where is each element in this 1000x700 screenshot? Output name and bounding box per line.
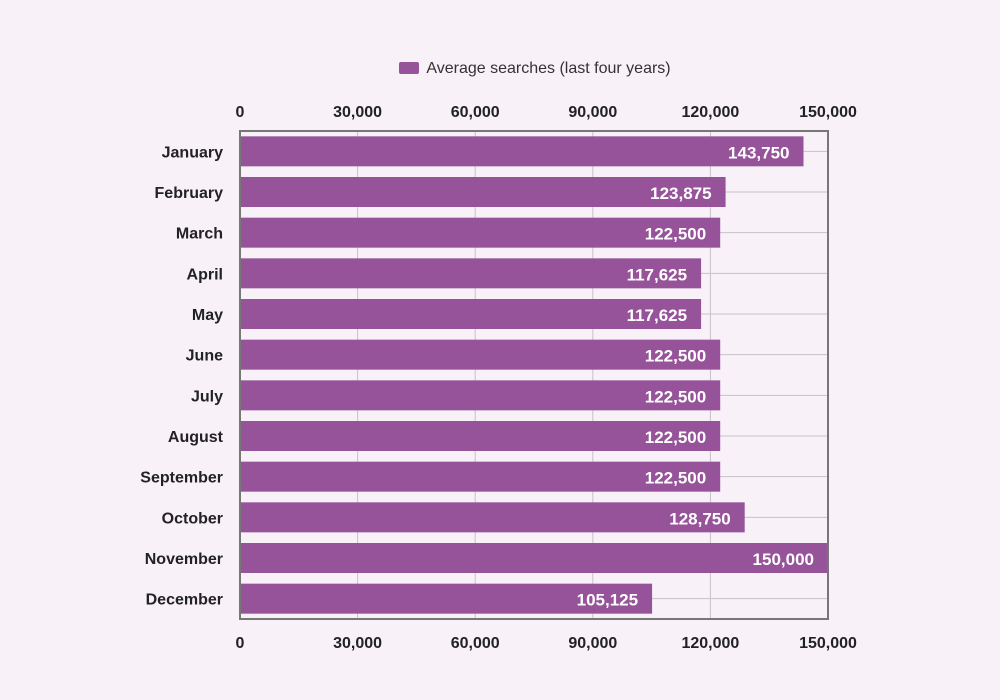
y-tick-label: March — [176, 226, 223, 243]
bar-october — [240, 502, 745, 533]
x-tick-label-top: 120,000 — [681, 104, 739, 121]
data-label: 117,625 — [627, 306, 688, 325]
y-tick-label: October — [162, 510, 223, 527]
x-tick-label-bottom: 120,000 — [681, 635, 739, 652]
x-tick-label-bottom: 30,000 — [333, 635, 382, 652]
data-label: 122,500 — [645, 225, 706, 244]
y-tick-label: April — [187, 266, 223, 283]
y-tick-label: June — [186, 348, 223, 365]
data-label: 122,500 — [645, 428, 706, 447]
y-tick-label: May — [192, 307, 223, 324]
bar-december — [240, 583, 653, 614]
y-tick-label: February — [155, 185, 224, 202]
x-tick-label-bottom: 0 — [236, 635, 245, 652]
x-tick-label-top: 60,000 — [451, 104, 500, 121]
data-label: 150,000 — [753, 550, 814, 569]
x-tick-label-top: 30,000 — [333, 104, 382, 121]
data-label: 123,875 — [650, 184, 711, 203]
y-tick-label: January — [162, 144, 223, 161]
x-tick-label-bottom: 90,000 — [568, 635, 617, 652]
bar-july — [240, 380, 721, 411]
bar-january — [240, 136, 804, 167]
bar-may — [240, 299, 702, 329]
bar-november — [240, 543, 828, 573]
x-tick-label-bottom: 60,000 — [451, 635, 500, 652]
y-tick-label: August — [168, 429, 224, 446]
legend: Average searches (last four years) — [0, 60, 1000, 78]
legend-label: Average searches (last four years) — [426, 60, 671, 77]
data-label: 122,500 — [645, 469, 706, 488]
data-label: 117,625 — [627, 265, 688, 284]
bar-february — [240, 177, 726, 207]
data-label: 122,500 — [645, 347, 706, 366]
y-tick-label: November — [145, 551, 223, 568]
x-tick-label-top: 0 — [236, 104, 245, 121]
bar-april — [240, 258, 702, 289]
data-label: 122,500 — [645, 387, 706, 406]
data-label: 143,750 — [728, 143, 789, 162]
x-tick-label-top: 90,000 — [568, 104, 617, 121]
bar-september — [240, 461, 721, 492]
x-tick-label-bottom: 150,000 — [799, 635, 857, 652]
y-tick-label: September — [140, 470, 223, 487]
x-tick-label-top: 150,000 — [799, 104, 857, 121]
plot-frame — [239, 130, 829, 620]
data-label: 105,125 — [577, 591, 638, 610]
bar-march — [240, 217, 721, 248]
bar-june — [240, 339, 721, 370]
bar-august — [240, 421, 721, 451]
y-tick-label: December — [146, 592, 223, 609]
y-tick-label: July — [191, 388, 223, 405]
data-label: 128,750 — [669, 509, 730, 528]
legend-swatch — [399, 62, 420, 74]
